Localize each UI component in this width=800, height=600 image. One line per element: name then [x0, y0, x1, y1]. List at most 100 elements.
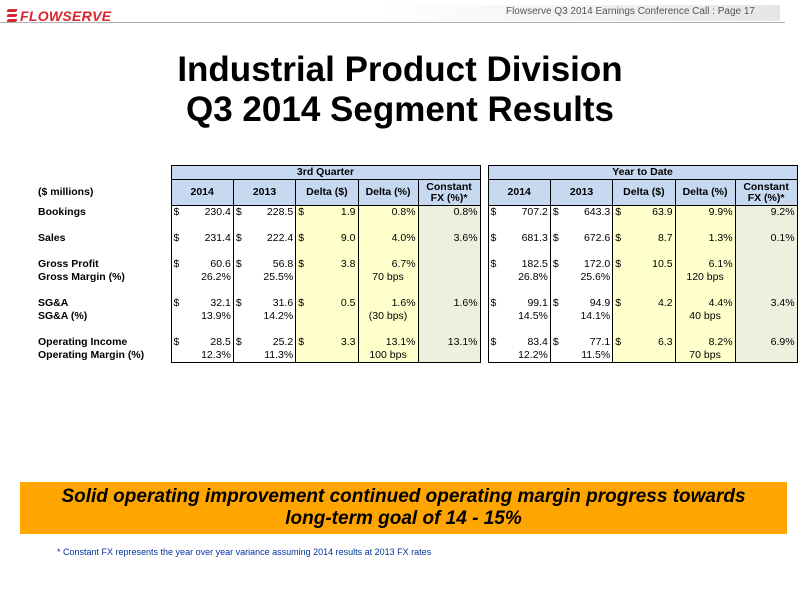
cell-q-2014: 12.3%: [181, 349, 234, 363]
currency-symbol: $: [487, 258, 499, 271]
cell-q-constant-fx: [417, 258, 481, 271]
cell-q-2013: 222.4: [266, 232, 294, 244]
cell-q-2014: 231.4: [204, 232, 231, 244]
cell-y-delta-dollar: 10.5: [623, 258, 676, 271]
table-row: Bookings $230.4 $228.5 $1.9 0.8% 0.8% $707.2 $6…: [36, 205, 798, 219]
cell-q-delta-pct: 6.7%: [357, 258, 419, 271]
group-header-q3: 3rd Quarter: [170, 165, 481, 180]
currency-symbol: $: [232, 336, 244, 349]
cell-q-delta-dollar: 3.8: [306, 258, 359, 271]
flowserve-logo: FLOWSERVE: [6, 8, 111, 24]
row-label: Gross Profit: [38, 258, 99, 270]
logo-mark-icon: [6, 8, 18, 24]
cell-y-delta-pct: 40 bps: [674, 310, 736, 323]
cell-y-2014: 681.3: [521, 232, 548, 244]
currency-symbol: $: [612, 336, 624, 349]
cell-q-delta-dollar: 1.9: [306, 205, 359, 219]
currency-symbol: $: [612, 205, 624, 219]
currency-symbol: [549, 310, 561, 323]
currency-symbol: $: [549, 205, 561, 219]
cell-q-2014: 32.1: [210, 297, 231, 309]
currency-symbol: $: [612, 232, 624, 245]
cell-q-2014: 60.6: [210, 258, 231, 270]
cell-q-delta-pct: 13.1%: [357, 336, 419, 349]
row-label: Gross Margin (%): [38, 271, 125, 283]
cell-y-delta-dollar: [623, 349, 676, 363]
currency-symbol: $: [549, 232, 561, 245]
cell-y-constant-fx: 3.4%: [734, 297, 798, 310]
cell-y-2014: 26.8%: [518, 271, 548, 283]
cell-q-2013: 56.8: [272, 258, 294, 270]
col-header-fx-line2: FX (%)*: [747, 191, 785, 204]
currency-symbol: [170, 349, 182, 363]
cell-y-constant-fx: [734, 310, 798, 323]
cell-y-2013: 77.1: [589, 336, 611, 348]
row-label: Operating Margin (%): [38, 349, 145, 362]
currency-symbol: [549, 271, 561, 284]
page-caption: Flowserve Q3 2014 Earnings Conference Ca…: [505, 6, 755, 17]
currency-symbol: $: [487, 205, 499, 219]
currency-symbol: $: [295, 232, 307, 245]
slide-title-line2: Q3 2014 Segment Results: [186, 90, 614, 129]
cell-q-2014: 26.2%: [201, 271, 231, 283]
currency-symbol: [232, 349, 244, 363]
cell-y-2014: 707.2: [521, 206, 548, 218]
cell-y-delta-pct: 6.1%: [674, 258, 736, 271]
currency-symbol: [295, 310, 307, 323]
row-label: Bookings: [38, 205, 86, 218]
currency-symbol: $: [170, 336, 182, 349]
currency-symbol: [295, 349, 307, 363]
currency-symbol: $: [295, 336, 307, 349]
col-header-constant-fx: Constant FX (%)*: [417, 179, 481, 206]
cell-y-2013: 672.6: [583, 232, 611, 244]
cell-q-2013: 31.6: [272, 297, 294, 309]
cell-y-constant-fx: 6.9%: [734, 336, 798, 349]
table-row: SG&A $32.1 $31.6 $0.5 1.6% 1.6% $99.1 $94.9 $4.2…: [36, 297, 798, 310]
currency-symbol: [549, 349, 561, 363]
table-row: SG&A (%) 13.9% 14.2% (30 bps) 14.5% 14.1% 40 b…: [36, 310, 798, 323]
currency-symbol: [170, 310, 182, 323]
slide-title-line1: Industrial Product Division: [177, 50, 623, 89]
cell-q-delta-pct: 70 bps: [357, 271, 419, 284]
currency-symbol: $: [549, 336, 561, 349]
currency-symbol: [232, 310, 244, 323]
group-header-ytd: Year to Date: [487, 165, 798, 180]
currency-symbol: [232, 271, 244, 284]
col-header-delta-dollar: Delta ($): [612, 179, 676, 206]
cell-q-delta-dollar: [306, 271, 359, 284]
col-header-2014: 2014: [170, 179, 234, 206]
currency-symbol: [487, 310, 499, 323]
cell-y-2014: 182.5: [521, 258, 548, 270]
cell-q-constant-fx: [417, 310, 481, 323]
currency-symbol: $: [170, 232, 182, 245]
cell-y-constant-fx: 9.2%: [734, 205, 798, 219]
currency-symbol: $: [487, 232, 499, 245]
cell-y-2013: 172.0: [583, 258, 611, 270]
cell-y-delta-dollar: [623, 310, 676, 323]
slide-title: Industrial Product Division Q3 2014 Segm…: [0, 50, 800, 130]
footnote: * Constant FX represents the year over y…: [57, 547, 432, 557]
highlight-banner: Solid operating improvement continued op…: [20, 482, 787, 534]
cell-q-2013: 228.5: [266, 206, 294, 218]
cell-q-constant-fx: 13.1%: [417, 336, 481, 349]
currency-symbol: $: [170, 297, 182, 310]
currency-symbol: $: [549, 297, 561, 310]
cell-q-2013: 11.3%: [243, 349, 296, 363]
cell-y-delta-pct: 70 bps: [674, 349, 736, 363]
currency-symbol: $: [232, 232, 244, 245]
cell-y-delta-pct: 9.9%: [674, 205, 736, 219]
table-column-header: ($ millions) 2014 2013 Delta ($) Delta (…: [36, 179, 798, 206]
table-row: Gross Profit $60.6 $56.8 $3.8 6.7% $182.5 $172…: [36, 258, 798, 271]
cell-q-delta-pct: 100 bps: [357, 349, 419, 363]
cell-y-2013: 94.9: [589, 297, 611, 309]
currency-symbol: [487, 349, 499, 363]
cell-q-2014: 230.4: [204, 206, 231, 218]
cell-y-delta-pct: 1.3%: [674, 232, 736, 245]
col-header-fx-line1: Constant: [426, 180, 472, 193]
cell-y-constant-fx: [734, 271, 798, 284]
spacer-row: [36, 245, 798, 258]
cell-q-2013: 25.5%: [263, 271, 294, 283]
cell-q-delta-pct: 1.6%: [357, 297, 419, 310]
currency-symbol: $: [612, 297, 624, 310]
currency-symbol: $: [549, 258, 561, 271]
